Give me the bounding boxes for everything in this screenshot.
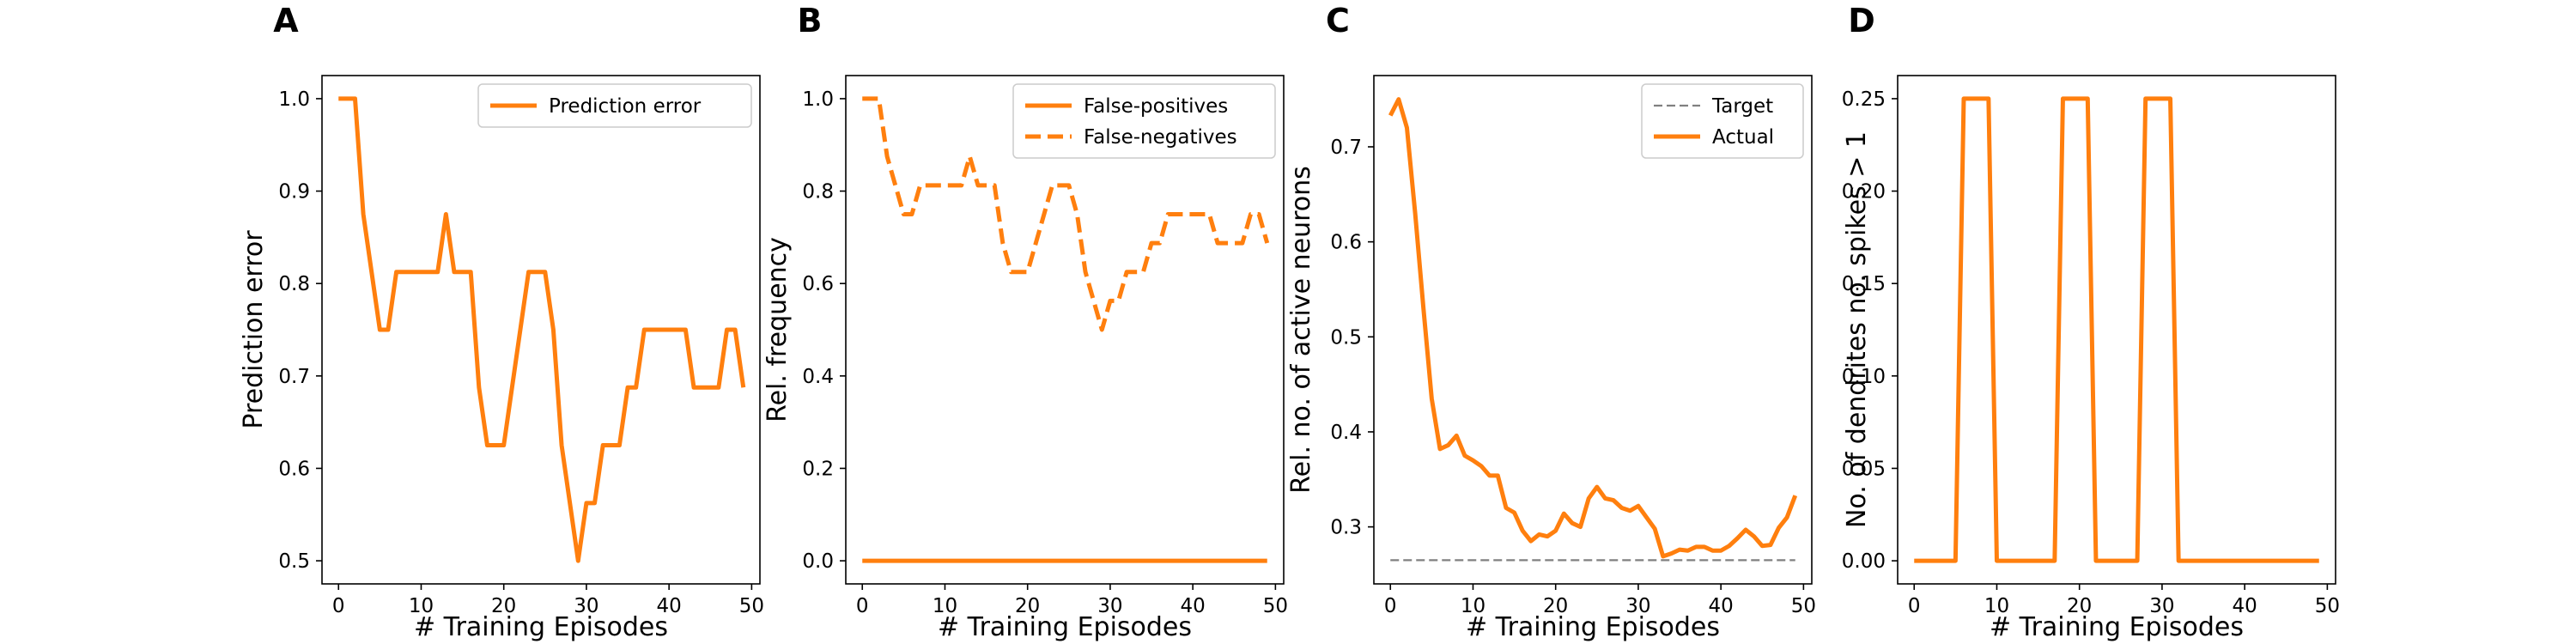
y-tick-label: 0.6 [278,458,310,480]
legend: Target Actual [1641,83,1804,159]
y-tick-label: 0.4 [802,366,834,388]
x-tick-label: 40 [1709,595,1734,617]
x-tick-label: 20 [491,595,516,617]
x-axis-label: # Training Episodes [938,612,1192,642]
y-tick-label: 0.10 [1842,366,1886,388]
legend: Prediction error [477,83,752,128]
chart-panel-c: 0 10 20 30 40 50 0.3 0.4 0.5 0.6 0.7 # Training Epi… [1286,2,1816,642]
y-tick-label: 0.8 [278,273,310,295]
x-tick-label: 0 [856,595,869,617]
axes-frame [1897,75,2336,585]
y-axis-label: Rel. no. of active neurons [1286,166,1316,494]
x-tick-label: 30 [1097,595,1122,617]
y-tick-label: 0.0 [802,550,834,573]
x-tick-label: 30 [574,595,598,617]
y-tick-label: 0.8 [802,181,834,204]
y-tick-label: 0.2 [802,458,834,480]
legend-label: Prediction error [549,95,702,118]
legend-box [1641,83,1804,159]
y-tick-label: 1.0 [278,88,310,111]
x-tick-label: 50 [2315,595,2340,617]
y-tick-label: 0.6 [1330,232,1362,254]
legend-label: False-positives [1084,95,1228,118]
y-tick-label: 0.3 [1330,517,1362,539]
legend-box [1012,83,1276,159]
y-tick-label: 0.20 [1842,181,1886,204]
x-tick-label: 50 [1263,595,1288,617]
y-tick-label: 0.4 [1330,422,1362,444]
series-line-false-negatives [862,96,1270,332]
axes-frame [1373,75,1813,585]
x-tick-label: 20 [1543,595,1568,617]
x-tick-label: 0 [1384,595,1397,617]
legend-label: Actual [1712,126,1774,149]
y-tick-label: 0.05 [1842,458,1886,480]
chart-panel-a: 0 10 20 30 40 50 0.5 0.6 0.7 0.8 0.9 1.0 # Training … [239,2,764,642]
x-tick-label: 10 [1984,595,2009,617]
legend-label: Target [1711,95,1773,118]
y-tick-label: 0.7 [278,366,310,388]
x-tick-label: 50 [739,595,764,617]
x-tick-label: 10 [409,595,434,617]
panel-letter: B [798,2,823,39]
legend-label: False-negatives [1084,126,1237,149]
x-tick-label: 30 [2149,595,2174,617]
x-tick-label: 10 [933,595,957,617]
x-tick-label: 40 [1181,595,1206,617]
chart-panel-d: 0 10 20 30 40 50 0.00 0.05 0.10 0.15 0.20 0.25 # Tra… [1842,2,2340,642]
y-tick-label: 0.15 [1842,273,1886,295]
legend-box [477,83,752,128]
y-tick-label: 0.00 [1842,550,1886,573]
y-axis-label: No. of dendrites no. spikes > 1 [1842,131,1872,528]
y-axis-label: Rel. frequency [762,237,793,422]
x-axis-label: # Training Episodes [414,612,668,642]
series-line-actual [1388,97,1798,559]
y-tick-label: 0.5 [278,550,310,573]
y-tick-label: 0.7 [1330,137,1362,159]
x-tick-label: 30 [1625,595,1650,617]
series-line-dendrites [1914,96,2319,563]
y-axis-label: Prediction error [239,230,269,429]
axes-frame [845,75,1285,585]
y-tick-label: 0.25 [1842,88,1886,111]
x-tick-label: 20 [2067,595,2092,617]
x-tick-label: 0 [1908,595,1921,617]
x-tick-label: 40 [657,595,682,617]
x-tick-label: 10 [1461,595,1485,617]
y-tick-label: 1.0 [802,88,834,111]
x-tick-label: 50 [1791,595,1816,617]
panel-letter: A [273,2,299,39]
x-axis-label: # Training Episodes [1990,612,2244,642]
x-tick-label: 20 [1015,595,1040,617]
y-tick-label: 0.6 [802,273,834,295]
legend: False-positives False-negatives [1012,83,1276,159]
panel-letter: D [1848,2,1875,39]
y-tick-label: 0.9 [278,181,310,204]
series-line-prediction-error [338,96,746,563]
axes-frame [321,75,761,585]
y-tick-label: 0.5 [1330,326,1362,349]
x-tick-label: 40 [2233,595,2257,617]
chart-panel-b: 0 10 20 30 40 50 0.0 0.2 0.4 0.6 0.8 1.0 # Training … [762,2,1288,642]
x-tick-label: 0 [332,595,345,617]
x-axis-label: # Training Episodes [1466,612,1720,642]
panel-letter: C [1326,2,1350,39]
